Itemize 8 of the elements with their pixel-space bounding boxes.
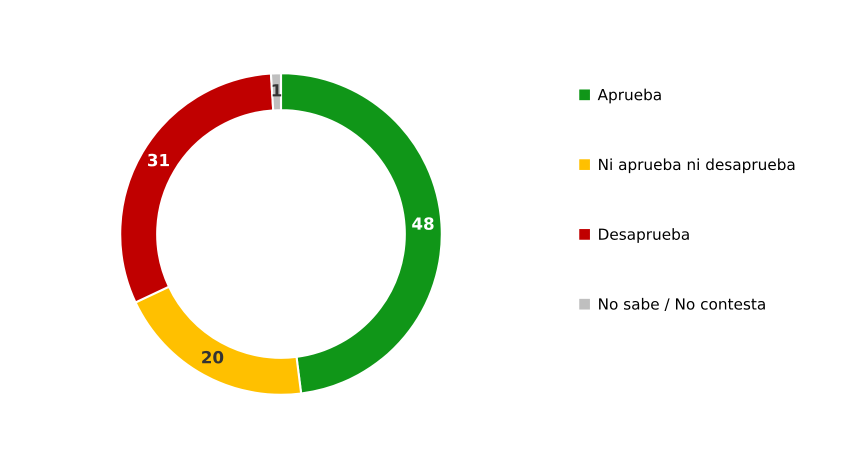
data-label: 20 bbox=[202, 350, 224, 364]
legend-label: Desaprueba bbox=[599, 228, 689, 243]
legend-label: Aprueba bbox=[598, 88, 661, 104]
data-label: 31 bbox=[148, 154, 169, 166]
legend-label: No sabe / No contesta bbox=[599, 298, 765, 311]
legend-label: Ni aprueba ni desaprueba bbox=[599, 158, 794, 174]
data-label: 48 bbox=[412, 217, 434, 230]
data-label: 1 bbox=[272, 84, 282, 96]
